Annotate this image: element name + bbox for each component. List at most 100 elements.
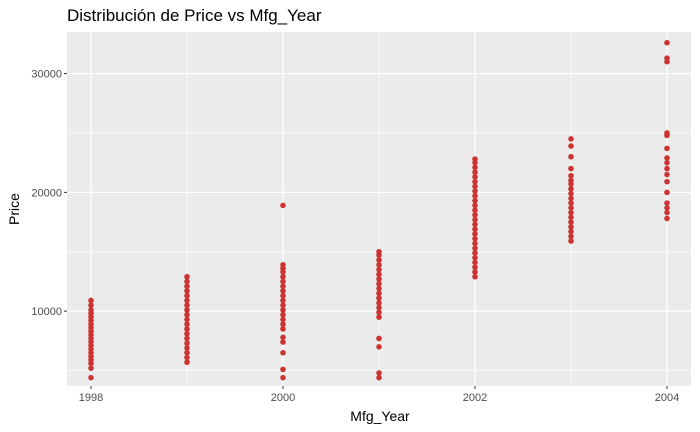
data-point bbox=[472, 202, 478, 209]
data-point bbox=[568, 224, 574, 230]
data-point bbox=[472, 226, 478, 232]
data-point bbox=[472, 269, 478, 275]
data-point bbox=[472, 221, 478, 228]
data-point bbox=[280, 316, 286, 323]
data-point bbox=[280, 321, 286, 328]
data-point bbox=[664, 200, 670, 206]
data-points bbox=[88, 39, 670, 381]
data-point bbox=[376, 281, 382, 287]
data-point bbox=[88, 365, 94, 371]
data-point bbox=[376, 257, 382, 263]
data-point bbox=[472, 235, 478, 242]
data-point bbox=[184, 354, 190, 361]
data-point bbox=[184, 340, 190, 347]
x-tick-label: 2002 bbox=[463, 392, 487, 404]
data-point bbox=[280, 307, 286, 313]
x-tick-label: 2004 bbox=[655, 392, 679, 404]
data-point bbox=[280, 366, 286, 373]
data-point bbox=[472, 169, 478, 175]
data-point bbox=[376, 295, 382, 301]
y-axis-title: Price bbox=[6, 193, 22, 225]
data-point bbox=[184, 321, 190, 328]
y-axis-ticks: 10000 20000 30000 bbox=[31, 69, 67, 318]
data-point bbox=[88, 297, 94, 304]
data-point bbox=[280, 374, 286, 381]
data-point bbox=[568, 209, 574, 216]
data-point bbox=[376, 343, 382, 350]
x-tick-label: 2000 bbox=[271, 392, 295, 404]
data-point bbox=[280, 288, 286, 294]
data-point bbox=[280, 311, 286, 318]
data-point bbox=[184, 349, 190, 356]
data-point bbox=[184, 326, 190, 332]
data-point bbox=[472, 231, 478, 237]
data-point bbox=[376, 304, 382, 311]
data-point bbox=[472, 178, 478, 185]
data-point bbox=[664, 159, 670, 166]
data-point bbox=[280, 292, 286, 299]
data-point bbox=[376, 314, 382, 320]
data-point bbox=[184, 316, 190, 323]
data-point bbox=[376, 248, 382, 255]
data-point bbox=[184, 345, 190, 351]
data-point bbox=[472, 216, 478, 223]
data-point bbox=[472, 212, 478, 218]
data-point bbox=[280, 278, 286, 285]
x-axis-ticks: 1998 2000 2002 2004 bbox=[79, 386, 679, 404]
data-point bbox=[472, 197, 478, 204]
data-point bbox=[472, 183, 478, 190]
data-point bbox=[376, 262, 382, 268]
data-point bbox=[88, 307, 94, 313]
data-point bbox=[568, 136, 574, 142]
data-point bbox=[472, 273, 478, 280]
data-point bbox=[472, 259, 478, 266]
data-point bbox=[664, 171, 670, 178]
data-point bbox=[280, 262, 286, 268]
data-point bbox=[184, 283, 190, 290]
data-point bbox=[376, 290, 382, 297]
data-point bbox=[376, 285, 382, 292]
data-point bbox=[376, 271, 382, 278]
data-point bbox=[472, 207, 478, 213]
data-point bbox=[664, 130, 670, 136]
data-point bbox=[472, 188, 478, 194]
data-point bbox=[568, 165, 574, 172]
data-point bbox=[376, 300, 382, 306]
data-point bbox=[568, 186, 574, 192]
data-point bbox=[568, 238, 574, 244]
data-point bbox=[184, 292, 190, 299]
data-point bbox=[472, 174, 478, 180]
data-point bbox=[664, 178, 670, 185]
data-point bbox=[568, 233, 574, 240]
y-tick-label: 30000 bbox=[31, 69, 62, 81]
x-axis-title: Mfg_Year bbox=[350, 408, 410, 424]
data-point bbox=[568, 153, 574, 160]
data-point bbox=[664, 55, 670, 61]
data-point bbox=[184, 311, 190, 318]
data-point bbox=[568, 190, 574, 197]
data-point bbox=[664, 205, 670, 211]
data-point bbox=[376, 335, 382, 342]
data-point bbox=[568, 200, 574, 206]
data-point bbox=[184, 330, 190, 337]
data-point bbox=[376, 276, 382, 282]
data-point bbox=[376, 370, 382, 376]
data-point bbox=[280, 202, 286, 209]
data-point bbox=[568, 228, 574, 235]
data-point bbox=[568, 172, 574, 179]
data-point bbox=[472, 156, 478, 162]
data-point bbox=[184, 359, 190, 366]
data-point bbox=[280, 302, 286, 309]
data-point bbox=[472, 193, 478, 199]
data-point bbox=[568, 205, 574, 211]
data-point bbox=[88, 302, 94, 309]
data-point bbox=[568, 214, 574, 221]
data-point bbox=[280, 334, 286, 341]
data-point bbox=[472, 250, 478, 256]
data-point bbox=[184, 335, 190, 342]
data-point bbox=[568, 195, 574, 202]
data-point bbox=[280, 283, 286, 290]
chart-title: Distribución de Price vs Mfg_Year bbox=[67, 6, 322, 25]
data-point bbox=[280, 339, 286, 345]
